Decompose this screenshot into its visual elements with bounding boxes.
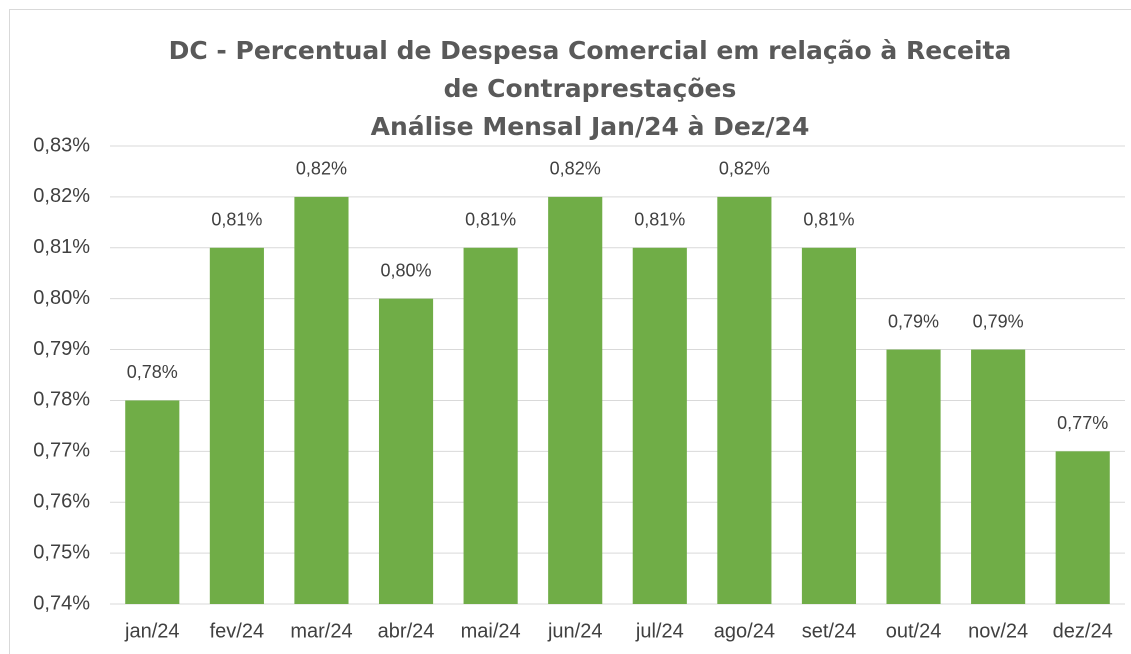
bar: [294, 196, 349, 604]
data-label: 0,81%: [211, 210, 262, 230]
bar: [463, 247, 518, 604]
data-label: 0,79%: [888, 311, 939, 331]
data-label: 0,82%: [550, 159, 601, 179]
x-tick-label: mai/24: [461, 620, 521, 642]
titles: DC - Percentual de Despesa Comercial em …: [160, 32, 1020, 146]
chart-title: DC - Percentual de Despesa Comercial em …: [168, 36, 1012, 103]
bar: [378, 298, 434, 604]
x-tick-label: nov/24: [968, 620, 1028, 642]
y-tick-label: 0,76%: [33, 491, 90, 513]
data-label: 0,81%: [465, 210, 516, 230]
data-label: 0,81%: [803, 210, 854, 230]
x-tick-label: set/24: [802, 620, 856, 642]
x-tick-label: ago/24: [714, 620, 775, 642]
chart-subtitle: Análise Mensal Jan/24 à Dez/24: [370, 112, 810, 141]
chart-border: [9, 9, 1131, 654]
y-tick-label: 0,75%: [33, 541, 90, 563]
bar: [717, 196, 772, 604]
data-label: 0,78%: [127, 362, 178, 382]
y-tick-label: 0,82%: [33, 185, 90, 207]
data-label: 0,82%: [719, 159, 770, 179]
data-label: 0,80%: [381, 260, 432, 280]
x-tick-label: abr/24: [378, 620, 435, 642]
x-tick-label: out/24: [886, 620, 942, 642]
y-tick-label: 0,74%: [33, 592, 90, 614]
x-tick-label: dez/24: [1053, 620, 1113, 642]
bar: [548, 196, 603, 604]
data-label: 0,81%: [634, 210, 685, 230]
data-label: 0,82%: [296, 159, 347, 179]
x-tick-label: fev/24: [210, 620, 264, 642]
y-tick-label: 0,83%: [33, 134, 90, 156]
y-tick-label: 0,79%: [33, 338, 90, 360]
bar: [886, 349, 941, 604]
x-tick-label: mar/24: [290, 620, 352, 642]
bar: [971, 349, 1026, 604]
y-tick-label: 0,81%: [33, 236, 90, 258]
y-tick-label: 0,77%: [33, 440, 90, 462]
bar: [1055, 451, 1110, 604]
x-tick-label: jul/24: [635, 620, 684, 642]
y-tick-label: 0,80%: [33, 287, 90, 309]
y-tick-label: 0,78%: [33, 389, 90, 411]
bar: [632, 247, 687, 604]
data-label: 0,79%: [973, 311, 1024, 331]
x-tick-label: jan/24: [124, 620, 180, 642]
bar: [209, 247, 264, 604]
bar: [801, 247, 857, 604]
data-label: 0,77%: [1057, 413, 1108, 433]
bar: [125, 400, 180, 604]
x-tick-label: jun/24: [547, 620, 603, 642]
